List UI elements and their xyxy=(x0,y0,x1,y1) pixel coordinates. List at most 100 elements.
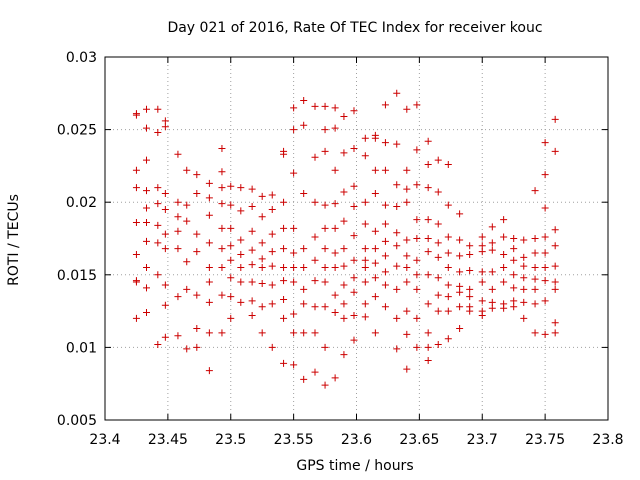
data-point xyxy=(280,295,288,303)
data-point xyxy=(258,213,266,221)
data-point xyxy=(183,201,191,209)
data-point xyxy=(541,233,549,241)
data-point xyxy=(466,307,474,315)
data-point xyxy=(361,134,369,142)
data-point xyxy=(403,307,411,315)
data-point xyxy=(466,285,474,293)
data-point xyxy=(132,184,140,192)
data-point xyxy=(193,325,201,333)
data-point xyxy=(478,297,486,305)
data-point xyxy=(371,189,379,197)
data-point xyxy=(321,201,329,209)
data-point xyxy=(361,278,369,286)
data-point xyxy=(280,245,288,253)
x-tick-label: 23.65 xyxy=(399,432,439,448)
data-point xyxy=(311,303,319,311)
data-point xyxy=(321,126,329,134)
data-point xyxy=(248,278,256,286)
data-point xyxy=(340,245,348,253)
data-point xyxy=(381,201,389,209)
data-point xyxy=(340,300,348,308)
data-point xyxy=(456,268,464,276)
data-point xyxy=(321,303,329,311)
x-axis-label: GPS time / hours xyxy=(296,458,413,474)
data-point xyxy=(258,264,266,272)
data-point xyxy=(290,169,298,177)
data-point xyxy=(237,298,245,306)
data-point xyxy=(541,330,549,338)
data-point xyxy=(290,278,298,286)
data-point xyxy=(311,256,319,264)
data-point xyxy=(248,185,256,193)
data-point xyxy=(500,216,508,224)
data-point xyxy=(551,319,559,327)
x-tick-label: 23.55 xyxy=(274,432,314,448)
data-point xyxy=(520,314,528,322)
data-point xyxy=(280,264,288,272)
data-point xyxy=(258,192,266,200)
data-point xyxy=(381,268,389,276)
data-point xyxy=(183,258,191,266)
data-point xyxy=(183,217,191,225)
data-point xyxy=(321,102,329,110)
data-point xyxy=(268,205,276,213)
data-point xyxy=(218,184,226,192)
data-point xyxy=(331,291,339,299)
data-point xyxy=(218,144,226,152)
data-point xyxy=(371,274,379,282)
data-point xyxy=(193,248,201,256)
data-point xyxy=(340,314,348,322)
data-point xyxy=(218,291,226,299)
data-point xyxy=(371,329,379,337)
data-point xyxy=(174,150,182,158)
data-point xyxy=(478,233,486,241)
data-point xyxy=(280,359,288,367)
data-point xyxy=(311,329,319,337)
data-point xyxy=(161,333,169,341)
data-point xyxy=(321,278,329,286)
data-point xyxy=(413,235,421,242)
data-point xyxy=(434,274,442,282)
data-point xyxy=(434,188,442,196)
data-point xyxy=(280,277,288,285)
data-point xyxy=(331,166,339,174)
data-point xyxy=(132,111,140,119)
data-point xyxy=(154,221,162,229)
data-point xyxy=(444,160,452,168)
data-point xyxy=(258,239,266,247)
data-point xyxy=(413,256,421,264)
x-tick-label: 23.6 xyxy=(341,432,372,448)
data-point xyxy=(466,293,474,301)
data-point xyxy=(183,285,191,293)
data-point xyxy=(142,187,150,195)
data-point xyxy=(413,181,421,189)
data-point xyxy=(331,309,339,317)
data-point xyxy=(161,281,169,289)
data-point xyxy=(371,166,379,174)
data-point xyxy=(237,207,245,215)
data-point xyxy=(132,278,140,286)
data-point xyxy=(132,250,140,258)
data-point xyxy=(218,200,226,208)
data-point xyxy=(541,204,549,212)
data-point xyxy=(510,303,518,311)
data-point xyxy=(381,237,389,245)
data-point xyxy=(531,264,539,272)
data-point xyxy=(132,166,140,174)
y-tick-label: 0.01 xyxy=(66,340,97,356)
data-point xyxy=(424,329,432,337)
data-point xyxy=(350,182,358,190)
data-point xyxy=(541,264,549,272)
data-point xyxy=(331,124,339,132)
data-point xyxy=(551,147,559,155)
data-point xyxy=(541,277,549,285)
data-point xyxy=(424,216,432,224)
data-point xyxy=(218,329,226,337)
data-point xyxy=(551,278,559,286)
data-point xyxy=(500,278,508,286)
data-point xyxy=(311,277,319,285)
data-point xyxy=(531,249,539,257)
data-point xyxy=(403,365,411,373)
data-point xyxy=(444,293,452,301)
data-point xyxy=(444,307,452,315)
